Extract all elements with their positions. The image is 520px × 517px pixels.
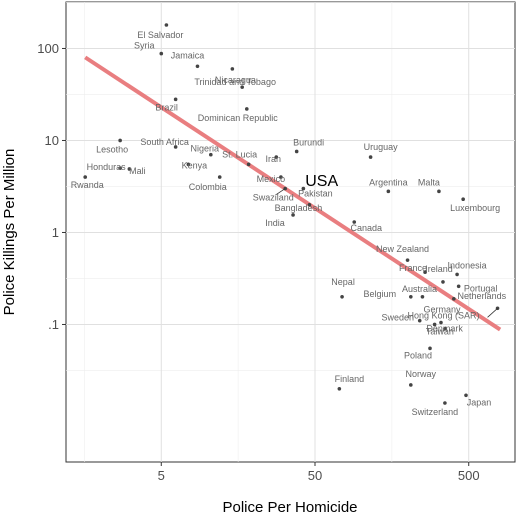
point-label: Bangladesh — [275, 203, 323, 213]
point-label: El Salvador — [137, 30, 183, 40]
y-tick-label: 100 — [37, 41, 59, 56]
point-label: Iran — [266, 154, 282, 164]
data-point — [406, 258, 410, 262]
y-tick-label: 10 — [45, 133, 59, 148]
data-point — [457, 284, 461, 288]
point-label: Finland — [335, 374, 365, 384]
point-label: Brazil — [155, 102, 178, 112]
point-label: Norway — [406, 369, 437, 379]
data-point — [196, 65, 200, 69]
data-point — [247, 163, 251, 167]
point-label: Lesotho — [96, 144, 128, 154]
data-point — [338, 387, 342, 391]
data-point — [291, 213, 295, 217]
point-label: Burundi — [293, 137, 324, 147]
point-label: Swaziland — [253, 193, 294, 203]
point-label: Mali — [129, 166, 146, 176]
y-tick-label: 1 — [52, 225, 59, 240]
data-point — [409, 383, 413, 387]
point-label: Taiwan — [426, 327, 454, 337]
data-point — [118, 139, 122, 143]
point-label: Switzerland — [412, 407, 459, 417]
data-point — [452, 297, 456, 301]
data-point — [174, 98, 178, 102]
y-axis-title: Police Killings Per Million — [1, 149, 18, 316]
data-point — [218, 175, 222, 179]
point-label: St. Lucia — [222, 149, 257, 159]
point-label: Trinidad and Tobago — [194, 77, 276, 87]
point-label: Netherlands — [458, 291, 507, 301]
data-point — [165, 23, 169, 27]
point-label: Belgium — [364, 289, 397, 299]
x-axis-title: Police Per Homicide — [222, 499, 357, 516]
point-label: Mexico — [257, 174, 286, 184]
data-point — [443, 401, 447, 405]
data-point — [295, 150, 299, 154]
point-label: Honduras — [87, 162, 127, 172]
data-point — [441, 280, 445, 284]
data-point — [437, 190, 441, 194]
point-label: Poland — [404, 350, 432, 360]
data-point — [83, 175, 87, 179]
point-label: Jamaica — [171, 50, 205, 60]
point-label: Canada — [350, 223, 382, 233]
data-point — [369, 155, 373, 159]
data-point — [387, 190, 391, 194]
data-point — [245, 107, 249, 111]
x-tick-label: 500 — [458, 468, 480, 483]
point-label: Dominican Republic — [198, 113, 279, 123]
point-label: Luxembourg — [450, 203, 500, 213]
point-label: France — [399, 263, 427, 273]
point-label: Colombia — [189, 182, 227, 192]
data-point — [231, 67, 235, 71]
data-point — [159, 52, 163, 56]
x-tick-label: 50 — [308, 468, 322, 483]
data-point — [409, 295, 413, 299]
point-label: Australia — [402, 284, 437, 294]
point-label: Malta — [418, 177, 440, 187]
point-label: India — [265, 218, 285, 228]
point-label: New Zealand — [376, 244, 429, 254]
y-tick-label: .1 — [48, 317, 59, 332]
point-label: Indonesia — [448, 260, 487, 270]
point-label: South Africa — [140, 137, 189, 147]
point-label: Nigeria — [191, 144, 220, 154]
point-label: Ireland — [425, 264, 453, 274]
point-label: Hong Kong (SAR) — [408, 310, 480, 320]
point-label: Japan — [467, 397, 492, 407]
point-label: Pakistan — [298, 189, 333, 199]
data-point — [421, 295, 425, 299]
point-label: Argentina — [369, 177, 408, 187]
usa-label: USA — [305, 173, 338, 190]
x-tick-label: 5 — [158, 468, 165, 483]
data-point — [461, 197, 465, 201]
point-label: Nepal — [331, 277, 355, 287]
data-point — [455, 273, 459, 277]
point-label: Kenya — [182, 160, 208, 170]
point-label: Syria — [134, 41, 155, 51]
point-label: Uruguay — [364, 142, 399, 152]
point-label: Rwanda — [71, 180, 104, 190]
data-point — [340, 295, 344, 299]
